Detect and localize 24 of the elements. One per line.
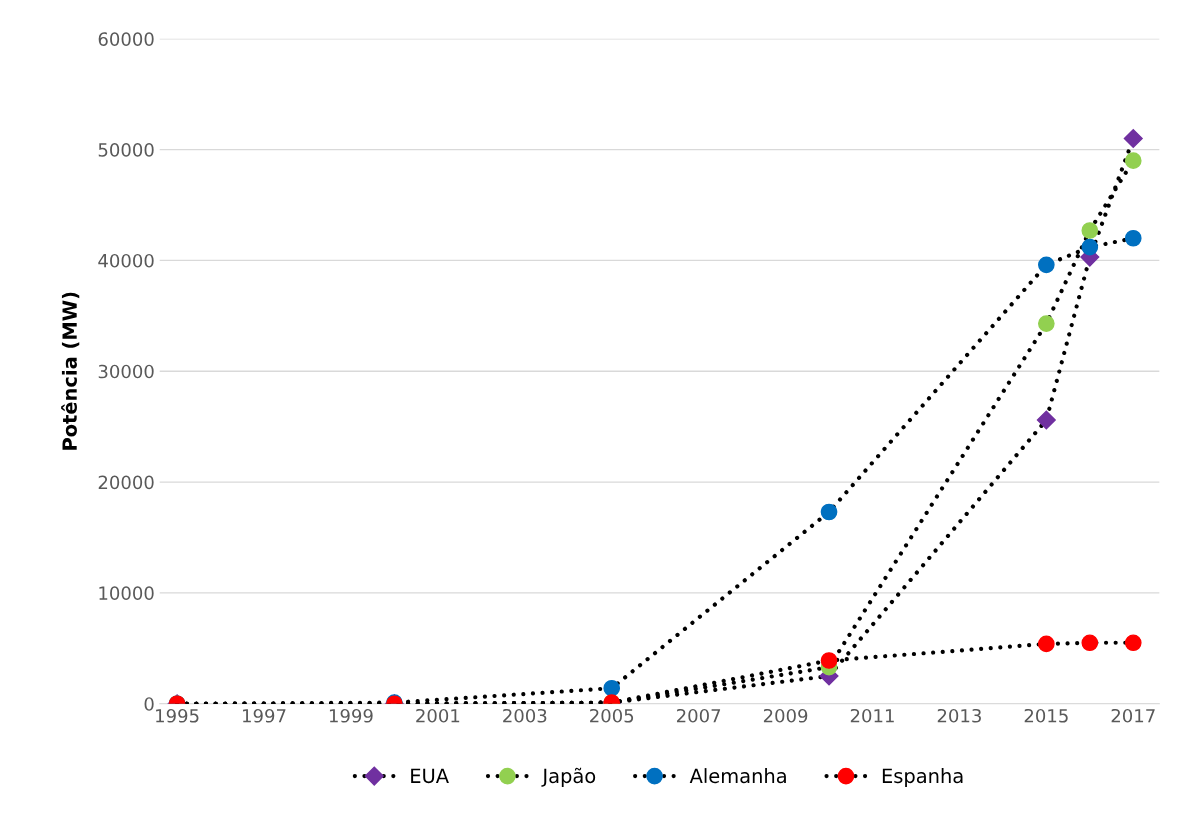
- x-tick-label: 2007: [676, 708, 721, 723]
- y-tick-label: 30000: [98, 364, 154, 379]
- y-tick-label: 10000: [99, 586, 154, 601]
- x-tick-label: 2001: [416, 708, 460, 723]
- x-tick-label: 1999: [329, 708, 373, 723]
- x-tick-label: 2003: [503, 708, 547, 723]
- x-tick-label: 1997: [243, 708, 286, 723]
- x-tick-label: 2015: [1024, 708, 1068, 723]
- legend-label: EUA: [411, 768, 449, 784]
- y-tick-label: 20000: [98, 475, 154, 490]
- legend-label: Espanha: [882, 768, 963, 787]
- x-tick-label: 2009: [763, 708, 808, 723]
- x-tick-label: 1995: [156, 708, 199, 723]
- x-tick-label: 2011: [850, 708, 894, 723]
- x-tick-label: 2005: [590, 708, 634, 723]
- legend-label: Alemanha: [689, 768, 786, 784]
- x-tick-label: 2013: [937, 708, 981, 723]
- y-tick-label: 40000: [98, 253, 154, 268]
- y-tick-label: 60000: [98, 32, 154, 46]
- y-tick-label: 50000: [98, 143, 154, 157]
- legend-label: Japão: [541, 767, 596, 787]
- y-axis-title: Potência (MW): [61, 292, 80, 450]
- y-tick-label: 0: [144, 697, 154, 711]
- x-tick-label: 2017: [1111, 708, 1155, 723]
